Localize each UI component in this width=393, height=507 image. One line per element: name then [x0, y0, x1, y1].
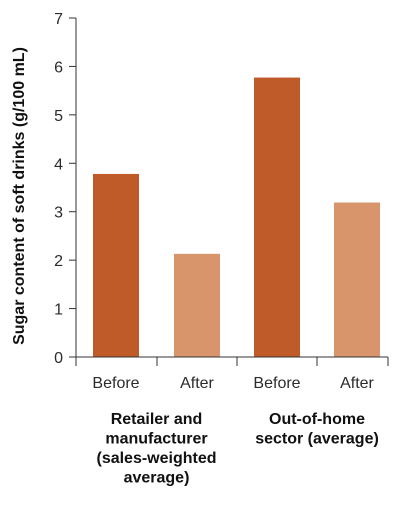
group-label-1-line-2: manufacturer	[105, 431, 207, 448]
category-label-1: Before	[92, 375, 139, 392]
category-label-4: After	[340, 375, 374, 392]
group-label-1-line-3: (sales-weighted	[96, 450, 216, 467]
category-labels: Before After Before After	[92, 375, 374, 392]
bars	[93, 77, 380, 358]
y-tick-label-4: 4	[54, 156, 63, 173]
group-label-2-line-1: Out-of-home	[269, 411, 365, 428]
group-label-1: Retailer and manufacturer (sales-weighted a…	[96, 411, 216, 487]
y-axis-title: Sugar content of soft drinks (g/100 mL)	[11, 47, 28, 345]
y-tick-label-3: 3	[54, 205, 63, 222]
bar-1-before	[93, 173, 139, 357]
group-label-2: Out-of-home sector (average)	[255, 411, 379, 448]
group-label-1-line-4: average)	[124, 470, 190, 487]
y-axis: 0 1 2 3 4 5 6 7	[54, 11, 77, 367]
y-tick-label-7: 7	[54, 11, 63, 28]
bar-4-after	[334, 202, 380, 357]
group-label-2-line-2: sector (average)	[255, 431, 379, 448]
y-tick-label-0: 0	[54, 350, 63, 367]
y-axis-title-group: Sugar content of soft drinks (g/100 mL)	[11, 47, 28, 345]
category-label-2: After	[180, 375, 214, 392]
y-tick-label-5: 5	[54, 108, 63, 125]
bar-2-after	[174, 253, 220, 357]
bar-3-before	[254, 77, 300, 358]
category-label-3: Before	[253, 375, 300, 392]
y-tick-label-2: 2	[54, 253, 63, 270]
y-tick-label-1: 1	[54, 302, 63, 319]
group-label-1-line-1: Retailer and	[111, 411, 203, 428]
x-axis	[75, 356, 389, 366]
y-tick-label-6: 6	[54, 59, 63, 76]
group-labels: Retailer and manufacturer (sales-weighted a…	[96, 411, 378, 487]
